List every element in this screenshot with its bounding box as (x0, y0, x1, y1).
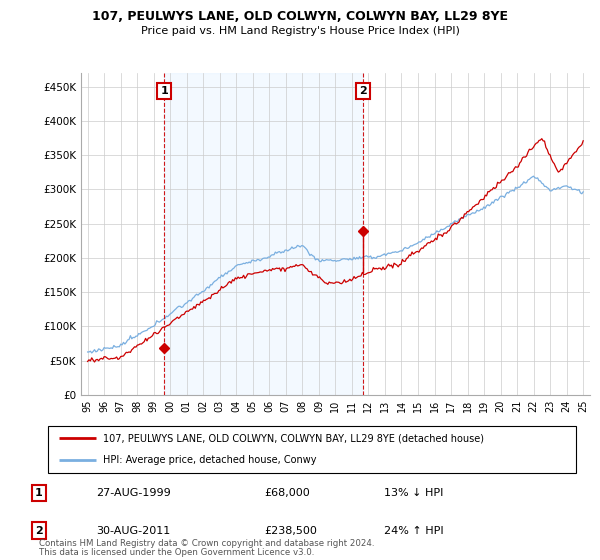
Text: Price paid vs. HM Land Registry's House Price Index (HPI): Price paid vs. HM Land Registry's House … (140, 26, 460, 36)
Text: 107, PEULWYS LANE, OLD COLWYN, COLWYN BAY, LL29 8YE (detached house): 107, PEULWYS LANE, OLD COLWYN, COLWYN BA… (103, 433, 484, 444)
Text: 2: 2 (359, 86, 367, 96)
Text: 24% ↑ HPI: 24% ↑ HPI (384, 526, 443, 535)
Text: 13% ↓ HPI: 13% ↓ HPI (384, 488, 443, 498)
Text: 30-AUG-2011: 30-AUG-2011 (96, 526, 170, 535)
Text: 27-AUG-1999: 27-AUG-1999 (96, 488, 171, 498)
Text: 2: 2 (35, 526, 43, 535)
Text: This data is licensed under the Open Government Licence v3.0.: This data is licensed under the Open Gov… (39, 548, 314, 557)
Text: 1: 1 (35, 488, 43, 498)
Text: Contains HM Land Registry data © Crown copyright and database right 2024.: Contains HM Land Registry data © Crown c… (39, 539, 374, 548)
Text: 1: 1 (161, 86, 168, 96)
FancyBboxPatch shape (48, 426, 576, 473)
Text: 107, PEULWYS LANE, OLD COLWYN, COLWYN BAY, LL29 8YE: 107, PEULWYS LANE, OLD COLWYN, COLWYN BA… (92, 10, 508, 23)
Text: HPI: Average price, detached house, Conwy: HPI: Average price, detached house, Conw… (103, 455, 317, 465)
Bar (164, 73, 362, 395)
Text: £68,000: £68,000 (264, 488, 310, 498)
Text: £238,500: £238,500 (264, 526, 317, 535)
